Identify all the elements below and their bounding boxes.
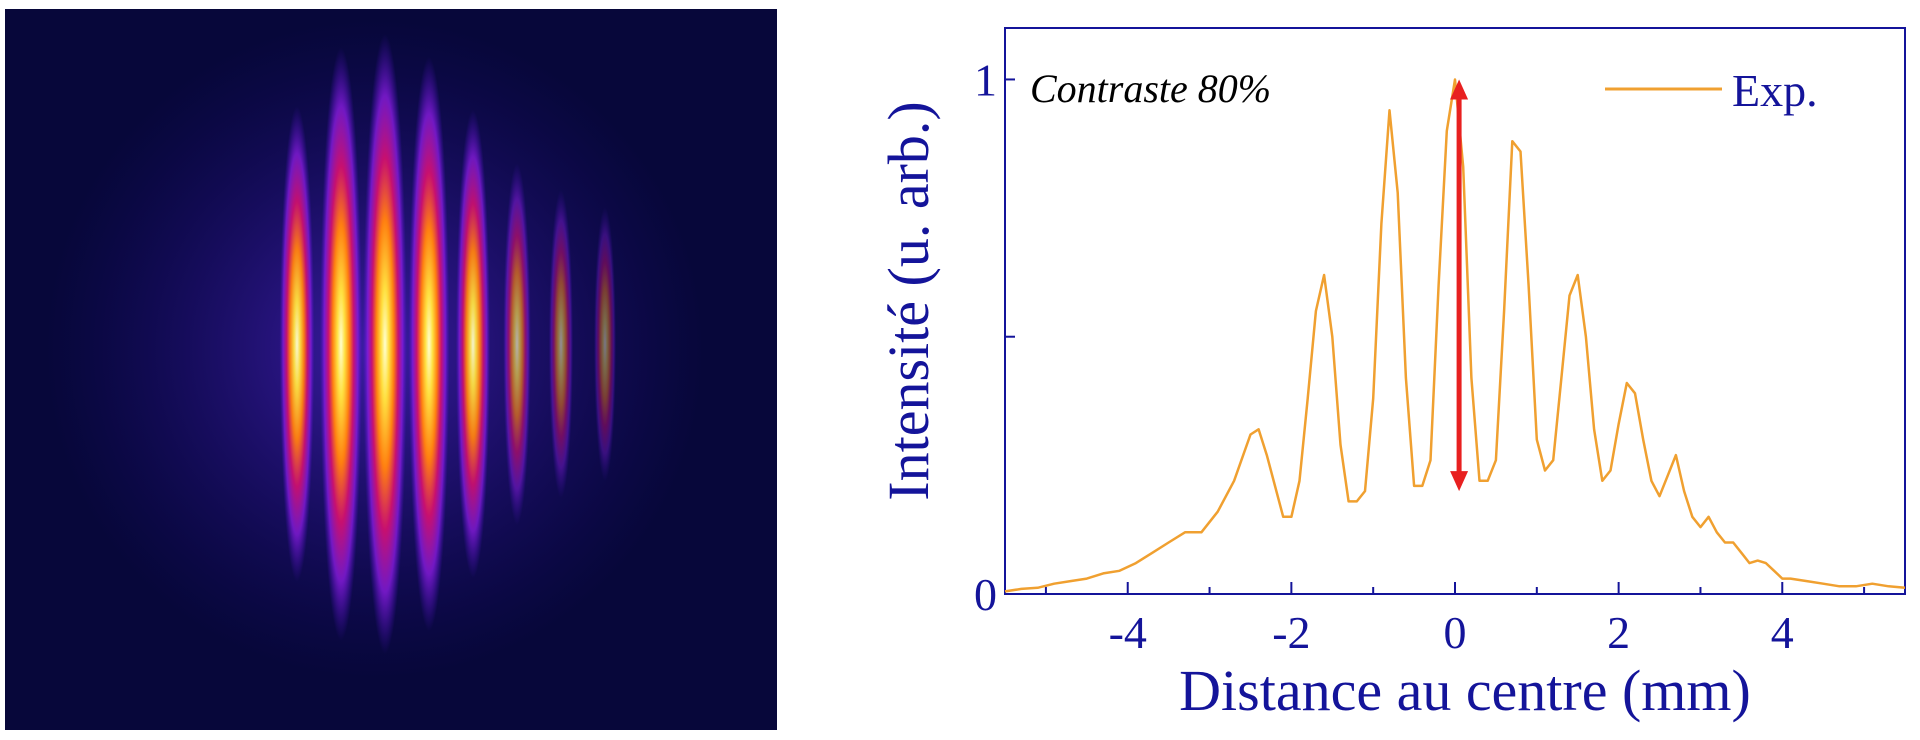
fringe-band: [319, 47, 363, 641]
fringe-image-canvas: [5, 9, 777, 730]
x-tick-label: 2: [1607, 607, 1630, 658]
y-axis-ticks: 01: [974, 54, 1015, 620]
fringe-band: [455, 110, 491, 578]
fringe-band: [548, 189, 574, 499]
y-tick-label: 0: [974, 569, 997, 620]
contrast-arrow-head-top: [1450, 79, 1469, 100]
x-tick-label: -2: [1272, 607, 1310, 658]
contrast-arrow-head-bottom: [1450, 471, 1469, 492]
fringe-band: [593, 206, 617, 482]
x-tick-label: -4: [1109, 607, 1147, 658]
fringe-image: [5, 9, 777, 730]
series-line-exp: [1004, 78, 1906, 593]
y-axis-title: Intensité (u. arb.): [876, 101, 941, 500]
intensity-plot-canvas: -4 -2 0 2 4 01 Contraste 80% Exp. Distance a…: [876, 27, 1906, 723]
fringe-band: [279, 106, 315, 582]
fringe-band: [408, 56, 450, 632]
legend-label-exp: Exp.: [1732, 65, 1818, 116]
x-axis-title: Distance au centre (mm): [1179, 658, 1751, 723]
y-tick-label: 1: [974, 54, 997, 105]
x-axis-ticks: -4 -2 0 2 4: [1044, 582, 1866, 658]
x-tick-label: 4: [1771, 607, 1794, 658]
fringe-band: [503, 163, 531, 525]
x-tick-label: 0: [1444, 607, 1467, 658]
contrast-annotation: Contraste 80%: [1030, 66, 1271, 111]
fringe-band: [363, 34, 407, 654]
